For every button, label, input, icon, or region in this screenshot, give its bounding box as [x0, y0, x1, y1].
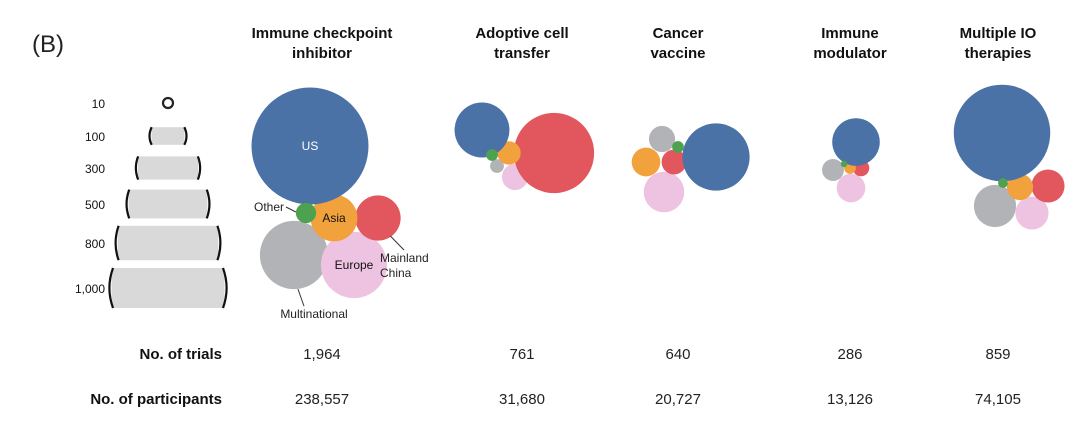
region-label-other: Other — [254, 200, 284, 214]
bubble-immune-checkpoint-inhibitor-us — [251, 87, 369, 205]
category-title-3-line-2: vaccine — [650, 45, 705, 62]
bubble-adoptive-cell-transfer-us — [454, 102, 510, 158]
category-title-4-line-2: modulator — [813, 45, 886, 62]
size-legend-arc-right-300 — [196, 156, 202, 180]
category-title-2-line-1: Adoptive cell — [475, 25, 568, 42]
bubble-immune-checkpoint-inhibitor-asia — [310, 194, 358, 242]
bubble-group-multiple-io-therapies — [953, 84, 1065, 230]
region-label-us: US — [302, 139, 319, 153]
bubble-group-immune-modulator — [822, 118, 880, 203]
bubble-group-adoptive-cell-transfer — [454, 102, 595, 194]
bubble-adoptive-cell-transfer-multinational — [490, 159, 504, 173]
category-title-4-line-1: Immune — [821, 25, 879, 42]
bubble-groups: US Asia Europe Other Mainland China Multinatio… — [251, 84, 1065, 321]
trials-value-1: 1,964 — [303, 346, 341, 363]
bubble-cancer-vaccine-us — [682, 123, 750, 191]
size-legend-label-100: 100 — [85, 130, 105, 144]
summary-rows: No. of trials No. of participants 1,964 238… — [90, 346, 1021, 408]
size-legend-label-300: 300 — [85, 162, 105, 176]
size-legend-label-800: 800 — [85, 237, 105, 251]
region-label-mainland-china-line-1: Mainland — [380, 251, 429, 265]
size-legend-circle-10 — [161, 96, 175, 110]
size-legend-label-10: 10 — [92, 97, 106, 111]
bubble-immune-modulator-us — [832, 118, 880, 166]
bubble-cancer-vaccine-europe — [643, 171, 685, 213]
bubble-group-immune-checkpoint-inhibitor: US Asia Europe Other Mainland China Multinatio… — [251, 87, 429, 321]
trials-value-5: 859 — [985, 346, 1010, 363]
bubble-multiple-io-therapies-us — [953, 84, 1051, 182]
bubble-cancer-vaccine-multinational — [648, 125, 676, 153]
size-legend-bar-800 — [117, 225, 219, 261]
region-label-multinational: Multinational — [280, 307, 347, 321]
row-label-participants: No. of participants — [90, 391, 222, 408]
bubble-immune-checkpoint-inhibitor-other — [295, 202, 317, 224]
participants-value-1: 238,557 — [295, 391, 349, 408]
participants-value-2: 31,680 — [499, 391, 545, 408]
category-title-5-line-2: therapies — [965, 45, 1032, 62]
category-title-2-line-2: transfer — [494, 45, 550, 62]
region-label-mainland-china-line-2: China — [380, 266, 412, 280]
bubble-multiple-io-therapies-mainland-china — [1031, 169, 1065, 203]
trials-value-4: 286 — [837, 346, 862, 363]
bubble-immune-modulator-europe — [836, 173, 866, 203]
bubble-adoptive-cell-transfer-other — [486, 149, 498, 161]
size-legend-arc-right-800 — [216, 225, 222, 261]
panel-label: (B) — [32, 31, 64, 58]
bubble-immune-checkpoint-inhibitor-multinational — [259, 220, 329, 290]
bubble-adoptive-cell-transfer-mainland-china — [513, 112, 595, 194]
category-titles: Immune checkpoint inhibitor Adoptive cell t… — [252, 25, 1037, 62]
bubble-immune-modulator-other — [840, 160, 848, 168]
bubble-multiple-io-therapies-europe — [1015, 196, 1049, 230]
participants-value-5: 74,105 — [975, 391, 1021, 408]
size-legend-label-500: 500 — [85, 198, 105, 212]
category-title-1-line-2: inhibitor — [292, 45, 352, 62]
trials-value-3: 640 — [665, 346, 690, 363]
size-legend-arc-left-300 — [134, 156, 140, 180]
size-legend-arc-left-100 — [148, 126, 153, 146]
size-legend-bar-300 — [137, 156, 199, 180]
bubble-cancer-vaccine-mainland-china — [661, 149, 687, 175]
bubble-multiple-io-therapies-other — [998, 178, 1008, 188]
size-legend: 10 100 300 500 800 1,000 — [75, 96, 228, 309]
bubble-cancer-vaccine-asia — [631, 147, 661, 177]
trials-value-2: 761 — [509, 346, 534, 363]
size-legend-bar-500 — [128, 189, 208, 219]
size-legend-arc-left-1-000 — [108, 267, 115, 309]
size-legend-arc-right-100 — [183, 126, 188, 146]
size-legend-arc-right-1-000 — [221, 267, 228, 309]
category-title-1-line-1: Immune checkpoint — [252, 25, 393, 42]
region-label-europe: Europe — [335, 258, 374, 272]
leader-other — [285, 206, 297, 213]
region-label-asia: Asia — [322, 211, 346, 225]
bubble-multiple-io-therapies-asia — [1006, 173, 1034, 201]
region-label-mainland-china: Mainland China — [380, 251, 429, 280]
size-legend-arc-right-500 — [205, 189, 211, 219]
bubble-immune-checkpoint-inhibitor-europe — [320, 231, 388, 299]
category-title-5-line-1: Multiple IO — [960, 25, 1037, 42]
bubble-immune-checkpoint-inhibitor-mainland-china — [355, 195, 401, 241]
size-legend-bar-1-000 — [111, 268, 225, 308]
bubble-multiple-io-therapies-multinational — [973, 184, 1017, 228]
row-label-trials: No. of trials — [139, 346, 222, 363]
size-legend-bar-100 — [151, 127, 185, 145]
bubble-immune-modulator-multinational — [822, 159, 844, 181]
bubble-group-cancer-vaccine — [631, 123, 750, 213]
size-legend-arc-left-500 — [125, 189, 131, 219]
bubble-cancer-vaccine-other — [672, 141, 684, 153]
participants-value-4: 13,126 — [827, 391, 873, 408]
leader-multinational — [297, 288, 305, 307]
leader-mainland-china — [390, 235, 405, 251]
participants-value-3: 20,727 — [655, 391, 701, 408]
category-title-3-line-1: Cancer — [653, 25, 704, 42]
size-legend-label-1-000: 1,000 — [75, 282, 105, 296]
size-legend-arc-left-800 — [114, 225, 120, 261]
